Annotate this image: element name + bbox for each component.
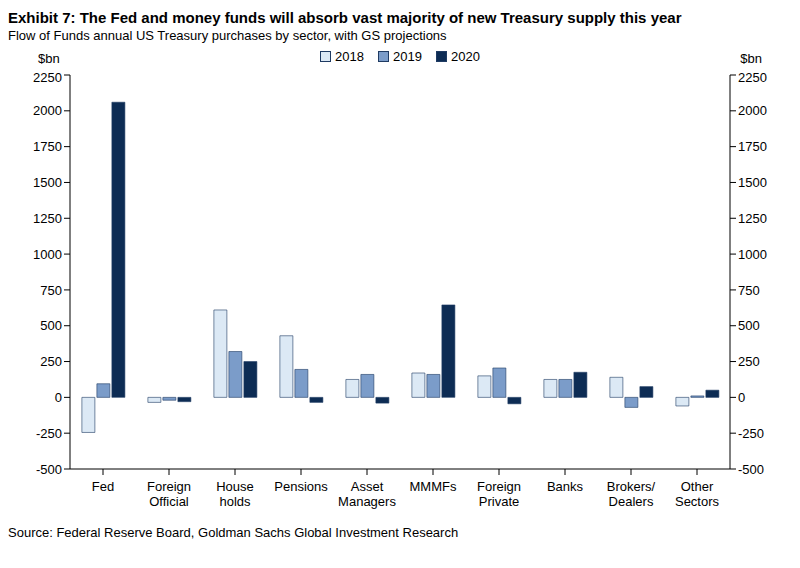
svg-text:-250: -250 <box>36 426 62 441</box>
svg-text:1500: 1500 <box>738 175 767 190</box>
html-text:$bn: $bn <box>740 51 762 66</box>
svg-text:0: 0 <box>738 390 745 405</box>
svg-text:500: 500 <box>40 318 62 333</box>
svg-text:-250: -250 <box>738 426 764 441</box>
svg-text:AssetManagers: AssetManagers <box>338 479 396 509</box>
svg-text:1750: 1750 <box>738 139 767 154</box>
svg-text:Fed: Fed <box>92 479 114 494</box>
svg-text:-500: -500 <box>738 462 764 477</box>
svg-text:2000: 2000 <box>33 103 62 118</box>
svg-text:750: 750 <box>738 283 760 298</box>
html-text:2020: 2020 <box>451 49 480 64</box>
svg-text:OtherSectors: OtherSectors <box>675 479 720 509</box>
svg-text:2250: 2250 <box>738 70 767 85</box>
html-text:$bn: $bn <box>38 51 60 66</box>
svg-text:Households: Households <box>216 479 254 509</box>
svg-text:750: 750 <box>40 283 62 298</box>
svg-text:250: 250 <box>40 354 62 369</box>
svg-text:1250: 1250 <box>738 211 767 226</box>
html-text:Flow of Funds annual US Treasu: Flow of Funds annual US Treasury purchas… <box>8 28 447 43</box>
html-text:2018: 2018 <box>335 49 364 64</box>
svg-text:1000: 1000 <box>738 247 767 262</box>
svg-text:0: 0 <box>55 390 62 405</box>
svg-text:MMMFs: MMMFs <box>410 479 457 494</box>
svg-text:1750: 1750 <box>33 139 62 154</box>
svg-text:Brokers/Dealers: Brokers/Dealers <box>607 479 656 509</box>
svg-text:-500: -500 <box>36 462 62 477</box>
svg-text:250: 250 <box>738 354 760 369</box>
svg-text:ForeignPrivate: ForeignPrivate <box>477 479 521 509</box>
svg-text:2000: 2000 <box>738 103 767 118</box>
svg-text:1000: 1000 <box>33 247 62 262</box>
html-text:Source: Federal Reserve Board,: Source: Federal Reserve Board, Goldman S… <box>8 525 459 540</box>
svg-text:ForeignOfficial: ForeignOfficial <box>147 479 191 509</box>
svg-text:2250: 2250 <box>33 70 62 85</box>
svg-text:Pensions: Pensions <box>274 479 328 494</box>
html-text:2019: 2019 <box>393 49 422 64</box>
svg-text:Banks: Banks <box>547 479 584 494</box>
html-text:Exhibit 7: The Fed and money f: Exhibit 7: The Fed and money funds will … <box>8 9 682 26</box>
svg-text:1250: 1250 <box>33 211 62 226</box>
svg-text:1500: 1500 <box>33 175 62 190</box>
svg-text:500: 500 <box>738 318 760 333</box>
